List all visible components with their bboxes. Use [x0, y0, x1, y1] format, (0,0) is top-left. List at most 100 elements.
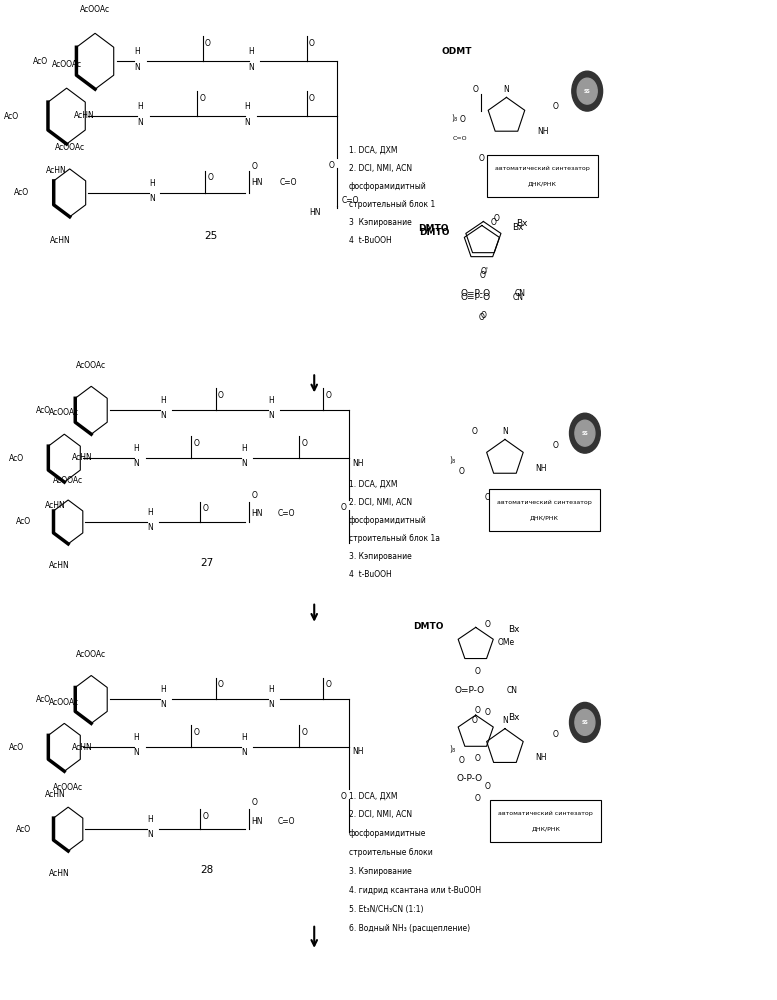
Text: O': O'	[479, 271, 487, 280]
Text: NH: NH	[353, 459, 364, 468]
Text: Bx: Bx	[508, 625, 520, 634]
Text: O: O	[484, 782, 490, 791]
Text: H: H	[134, 47, 140, 56]
Polygon shape	[76, 33, 113, 89]
Text: 25: 25	[204, 231, 217, 241]
Text: N: N	[161, 700, 166, 709]
Polygon shape	[48, 434, 80, 482]
Text: O: O	[193, 728, 200, 737]
Text: SS: SS	[581, 720, 588, 725]
Text: AcO: AcO	[36, 406, 51, 415]
Text: N: N	[268, 700, 274, 709]
Text: 28: 28	[200, 865, 213, 875]
Circle shape	[575, 709, 595, 735]
Text: ODMT: ODMT	[441, 47, 472, 56]
Text: N: N	[134, 63, 140, 72]
Text: O: O	[484, 493, 490, 502]
Text: AcOOAc: AcOOAc	[53, 476, 83, 485]
Text: O: O	[251, 162, 257, 171]
Text: AcOOAc: AcOOAc	[80, 5, 110, 14]
Text: строительные блоки: строительные блоки	[349, 848, 433, 857]
Text: O: O	[200, 94, 206, 103]
Text: C=O: C=O	[341, 196, 359, 205]
Text: CN: CN	[514, 289, 525, 298]
Text: AcOOAc: AcOOAc	[49, 698, 79, 707]
Text: O=P-O: O=P-O	[455, 686, 485, 695]
Polygon shape	[54, 500, 83, 544]
Text: фосфорамидитные: фосфорамидитные	[349, 829, 427, 838]
Text: строительный блок 1: строительный блок 1	[349, 200, 435, 209]
Text: N: N	[147, 830, 152, 839]
Text: C=O: C=O	[453, 136, 468, 141]
Text: HN: HN	[309, 208, 320, 217]
Text: H: H	[134, 733, 139, 742]
Text: N: N	[245, 118, 250, 127]
Text: AcHN: AcHN	[50, 236, 71, 245]
Text: автоматический синтезатор: автоматический синтезатор	[495, 166, 590, 171]
Text: H: H	[268, 685, 274, 694]
Text: N: N	[149, 194, 155, 203]
Text: N: N	[161, 411, 166, 420]
Text: AcOOAc: AcOOAc	[49, 408, 79, 417]
Text: Bx: Bx	[508, 713, 520, 722]
Text: H: H	[161, 685, 166, 694]
Text: O: O	[479, 313, 485, 322]
Text: O: O	[471, 427, 477, 436]
Polygon shape	[48, 723, 80, 771]
Text: O: O	[218, 391, 224, 400]
Text: O: O	[326, 391, 332, 400]
Circle shape	[570, 702, 601, 742]
Text: O=P-O: O=P-O	[461, 293, 491, 302]
Text: автоматический синтезатор: автоматический синтезатор	[497, 500, 591, 505]
Text: O: O	[203, 812, 208, 821]
Text: O: O	[308, 39, 315, 48]
Polygon shape	[54, 169, 85, 217]
Text: AcOOAc: AcOOAc	[51, 60, 82, 69]
Text: H: H	[149, 179, 155, 188]
Text: H: H	[242, 733, 247, 742]
Text: O: O	[474, 667, 480, 676]
Text: SS: SS	[584, 89, 591, 94]
Text: 3. Кэпирование: 3. Кэпирование	[349, 867, 412, 876]
Text: H: H	[245, 102, 250, 111]
Text: DMTO: DMTO	[413, 622, 444, 631]
Text: фосфорамидитный: фосфорамидитный	[349, 182, 427, 191]
Text: CN: CN	[507, 686, 517, 695]
Text: O: O	[472, 85, 479, 94]
Text: 4  t-BuOOH: 4 t-BuOOH	[349, 570, 392, 579]
Polygon shape	[75, 676, 107, 723]
Text: AcHN: AcHN	[45, 790, 65, 799]
Text: N: N	[138, 118, 143, 127]
Text: HN: HN	[251, 509, 263, 518]
Text: O: O	[485, 620, 491, 629]
Text: OMe: OMe	[497, 638, 514, 647]
Text: H: H	[138, 102, 143, 111]
Text: H: H	[147, 815, 152, 824]
Text: AcHN: AcHN	[46, 166, 66, 175]
Text: NH: NH	[537, 127, 549, 136]
Text: AcHN: AcHN	[49, 561, 70, 570]
Text: O: O	[193, 439, 200, 448]
Text: O: O	[308, 94, 315, 103]
Text: O: O	[205, 39, 211, 48]
Text: H: H	[134, 444, 139, 453]
Text: ДНК/РНК: ДНК/РНК	[528, 181, 557, 186]
Circle shape	[570, 413, 601, 453]
Circle shape	[575, 420, 595, 446]
Text: ДНК/РНК: ДНК/РНК	[530, 515, 559, 520]
Text: O: O	[326, 680, 332, 689]
Text: C=O: C=O	[278, 509, 295, 518]
Text: AcO: AcO	[9, 743, 24, 752]
Text: AcHN: AcHN	[74, 111, 95, 120]
Text: H: H	[161, 396, 166, 405]
Text: H: H	[242, 444, 247, 453]
Text: O': O'	[481, 267, 489, 276]
Text: )₈: )₈	[450, 745, 455, 754]
Text: Bx: Bx	[513, 223, 524, 232]
Text: O: O	[207, 173, 213, 182]
Text: C=O: C=O	[280, 178, 297, 187]
Text: автоматический синтезатор: автоматический синтезатор	[498, 811, 593, 816]
Text: NH: NH	[353, 747, 364, 756]
Text: O: O	[301, 439, 307, 448]
Text: 1. DCA, ДХМ: 1. DCA, ДХМ	[349, 146, 397, 155]
